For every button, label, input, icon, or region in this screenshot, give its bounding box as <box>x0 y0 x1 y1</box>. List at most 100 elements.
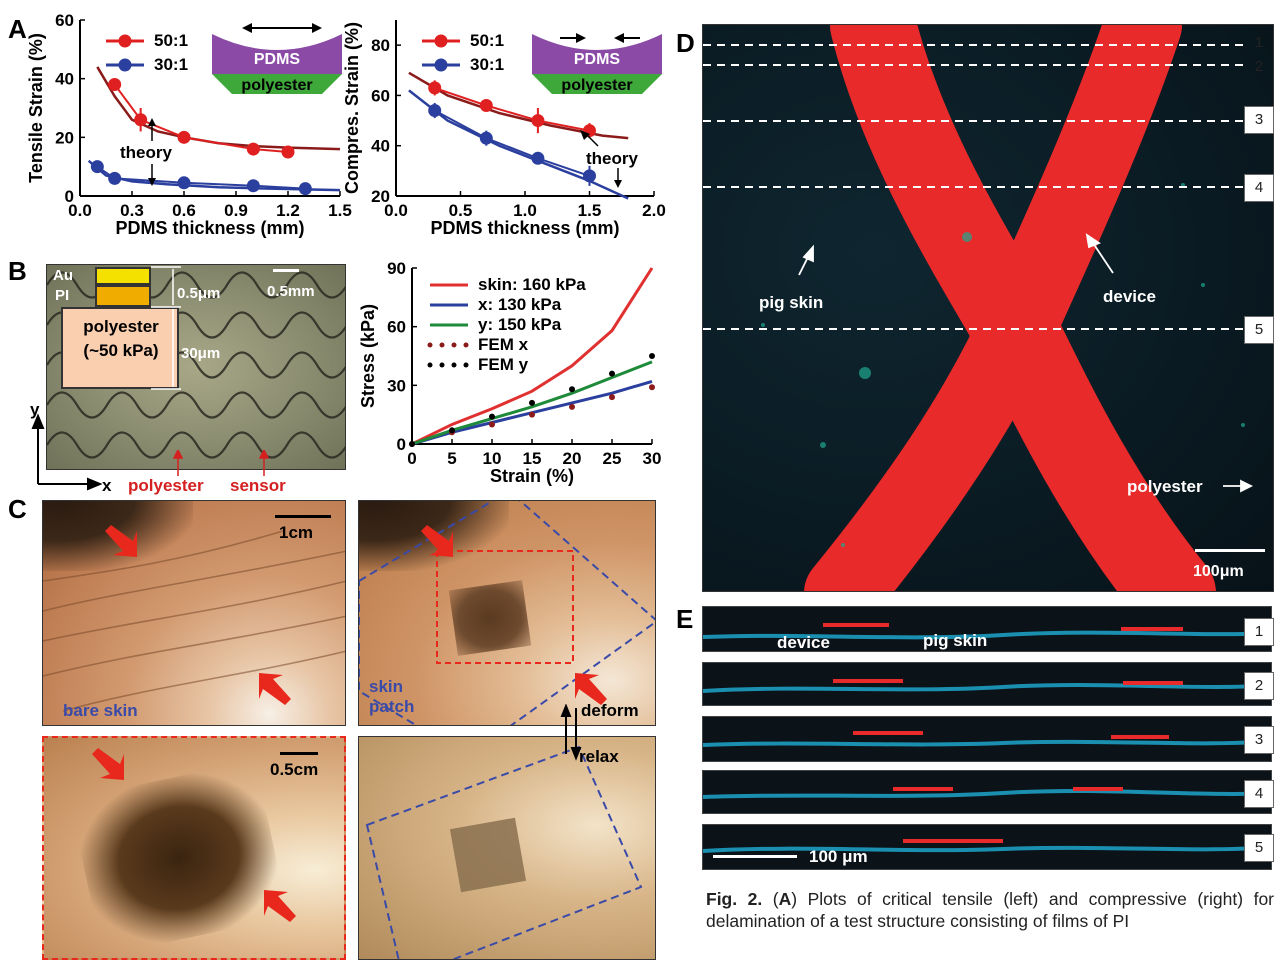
zoom-photo: 0.5cm <box>42 736 346 960</box>
panel-label-d: D <box>676 28 695 58</box>
cross-section-1: device pig skin <box>702 606 1272 652</box>
bare-skin-label: bare skin <box>63 701 138 720</box>
data-point <box>529 399 535 406</box>
data-point <box>428 104 442 118</box>
pig-skin-label-e: pig skin <box>923 631 988 650</box>
au-layer <box>95 267 151 285</box>
polyester-pointer-label: polyester <box>128 476 204 495</box>
x-tick-label: 1.5 <box>328 201 352 220</box>
line-marker-3: 3 <box>1244 106 1274 134</box>
pi-label: PI <box>55 287 70 304</box>
y-axis-title: Tensile Strain (%) <box>26 33 46 183</box>
y-tick-label: 0 <box>397 435 406 454</box>
x-tick-label: 0.0 <box>68 201 92 220</box>
legend-marker <box>434 58 448 72</box>
scale-label-c3: 0.5cm <box>270 760 319 779</box>
legend-swatch <box>427 362 433 368</box>
inset-pdms-label: PDMS <box>254 51 301 68</box>
inset-polyester-label: polyester <box>561 77 632 94</box>
figure-caption: Fig. 2. (A) Plots of critical tensile (l… <box>706 889 1274 931</box>
data-point <box>428 81 442 95</box>
arrow-head <box>614 33 624 43</box>
y-tick-label: 20 <box>55 128 74 147</box>
y-axis-title: Stress (kPa) <box>358 304 378 408</box>
polyester-modulus-label: (~50 kPa) <box>83 341 159 360</box>
data-point <box>134 113 148 127</box>
scale-label-d: 100μm <box>1193 563 1244 580</box>
pi-layer <box>95 285 151 307</box>
x-tick-label: 0.0 <box>384 201 408 220</box>
scale-bar-c3 <box>280 752 318 755</box>
x-tick-label: 2.0 <box>642 201 666 220</box>
d-arrows <box>798 233 1254 493</box>
x-tick-label: 1.5 <box>578 201 602 220</box>
device-label-d: device <box>1103 287 1156 306</box>
y-tick-label: 80 <box>371 36 390 55</box>
pointer-arrows <box>172 450 270 476</box>
x-tick-label: 20 <box>563 449 582 468</box>
legend-label: FEM y <box>478 355 529 374</box>
polyester-block <box>212 74 342 94</box>
line-marker-5: 5 <box>1244 316 1274 344</box>
legend-label: 50:1 <box>470 31 504 50</box>
line-marker-4: 4 <box>1244 174 1274 202</box>
stress-strain-chart: 0 5 10 15 20 25 30 0 30 60 90 Strain (%) Stress (kPa… <box>358 259 661 486</box>
data-point <box>298 182 312 196</box>
xy-axes <box>31 413 103 491</box>
theory-line <box>408 71 629 140</box>
data-point <box>90 160 104 174</box>
x-axis-title: Strain (%) <box>490 466 574 486</box>
x-tick-label: 0.5 <box>449 201 473 220</box>
cross-section-5: 100 μm <box>702 824 1272 870</box>
row-marker-1: 1 <box>1244 618 1274 646</box>
cross-section-2 <box>702 662 1272 706</box>
legend-marker <box>434 34 448 48</box>
theory-line <box>87 159 341 192</box>
series-line <box>411 267 654 446</box>
arrow-head <box>580 130 590 140</box>
x-tick-label: 1.0 <box>513 201 537 220</box>
data-point <box>108 171 122 185</box>
data-point <box>531 151 545 165</box>
legend-swatch <box>439 362 445 368</box>
data-point <box>609 370 615 377</box>
red-arrow-icon <box>264 890 296 922</box>
y-tick-label: 30 <box>387 376 406 395</box>
theory-label: theory <box>586 149 639 168</box>
row-marker-5: 5 <box>1244 834 1274 862</box>
theory-line <box>408 89 629 200</box>
pig-skin-label-d: pig skin <box>759 293 824 312</box>
row-marker-2: 2 <box>1244 672 1274 700</box>
y-tick-label: 0 <box>65 187 74 206</box>
legend-swatch <box>463 362 469 368</box>
row-marker-3: 3 <box>1244 726 1274 754</box>
y-tick-label: 60 <box>55 11 74 30</box>
scale-bar-b <box>273 269 299 272</box>
data-point <box>246 179 260 193</box>
y-tick-label: 40 <box>55 70 74 89</box>
legend-swatch <box>463 342 469 348</box>
data-point <box>489 421 495 428</box>
x-tick-label: 0.6 <box>172 201 196 220</box>
y-tick-label: 20 <box>371 187 390 206</box>
data-point <box>479 98 493 112</box>
arrow-head <box>148 178 156 186</box>
arrow-head <box>242 23 252 33</box>
scale-label-b: 0.5mm <box>267 283 315 300</box>
wrinkle-lines <box>43 530 345 712</box>
y-axis-label: y <box>30 400 40 419</box>
red-arrow-icon <box>259 673 291 705</box>
sensor-photo: polyester (~50 kPa) Au PI 0.5μm 30μm 0.5… <box>46 264 346 470</box>
overlay-boxes <box>359 501 655 725</box>
legend-label: FEM x <box>478 335 529 354</box>
x-tick-label: 0.9 <box>224 201 248 220</box>
arrow-head <box>576 33 586 43</box>
dimension-arrows <box>151 266 181 390</box>
deform-relax-arrows <box>560 704 582 761</box>
legend-label: 30:1 <box>470 55 504 74</box>
data-point <box>409 441 415 447</box>
thick-dimension: 30μm <box>181 345 221 362</box>
x-axis-title: PDMS thickness (mm) <box>430 218 619 238</box>
row-marker-4: 4 <box>1244 780 1274 808</box>
scale-bar-d <box>1195 549 1265 552</box>
